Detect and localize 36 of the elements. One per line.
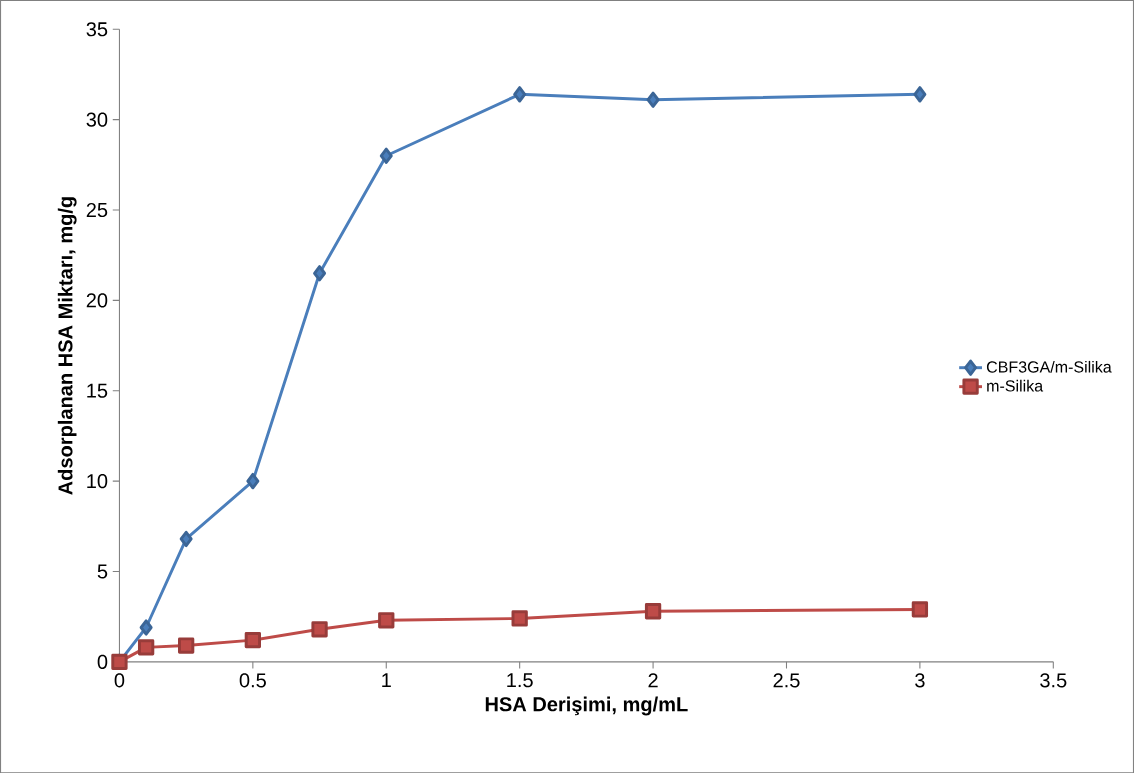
point <box>644 602 662 620</box>
y-tick-label: 30 <box>86 112 108 127</box>
point <box>913 86 927 103</box>
point <box>646 91 660 108</box>
x-tick-label: 2 <box>648 673 658 688</box>
point <box>311 621 328 638</box>
x-tick-label: 0.5 <box>239 673 266 688</box>
y-axis-title: Adsorplanan HSA Miktarı, mg/g <box>57 197 77 495</box>
legend-label: CBF3GA/m-Silika <box>986 360 1112 373</box>
point <box>179 530 193 547</box>
x-tick-label: 2.5 <box>773 673 800 688</box>
point <box>244 631 261 649</box>
point <box>178 637 195 654</box>
point <box>246 472 260 490</box>
x-tick-label: 0 <box>114 673 125 688</box>
x-axis-title: HSA Derişimi, mg/mL <box>485 696 688 716</box>
y-tick-label: 20 <box>86 293 108 308</box>
y-tick-label: 5 <box>97 564 108 579</box>
point <box>139 619 153 636</box>
point <box>513 86 527 103</box>
y-tick-label: 0 <box>97 654 108 669</box>
point <box>911 601 929 618</box>
x-tick-label: 3 <box>915 673 925 688</box>
point <box>378 612 395 629</box>
y-tick-label: 35 <box>86 22 108 37</box>
legend-label: m-Silika <box>987 379 1044 392</box>
y-tick-label: 10 <box>87 473 108 489</box>
point <box>511 610 528 627</box>
y-tick-label: 15 <box>87 383 108 398</box>
x-tick-label: 3.5 <box>1040 673 1067 688</box>
x-tick-label: 1.5 <box>507 673 533 688</box>
x-tick-label: 1 <box>382 673 391 687</box>
point <box>137 639 155 656</box>
y-tick-label: 25 <box>86 202 108 217</box>
point <box>379 147 393 164</box>
point <box>313 264 327 282</box>
